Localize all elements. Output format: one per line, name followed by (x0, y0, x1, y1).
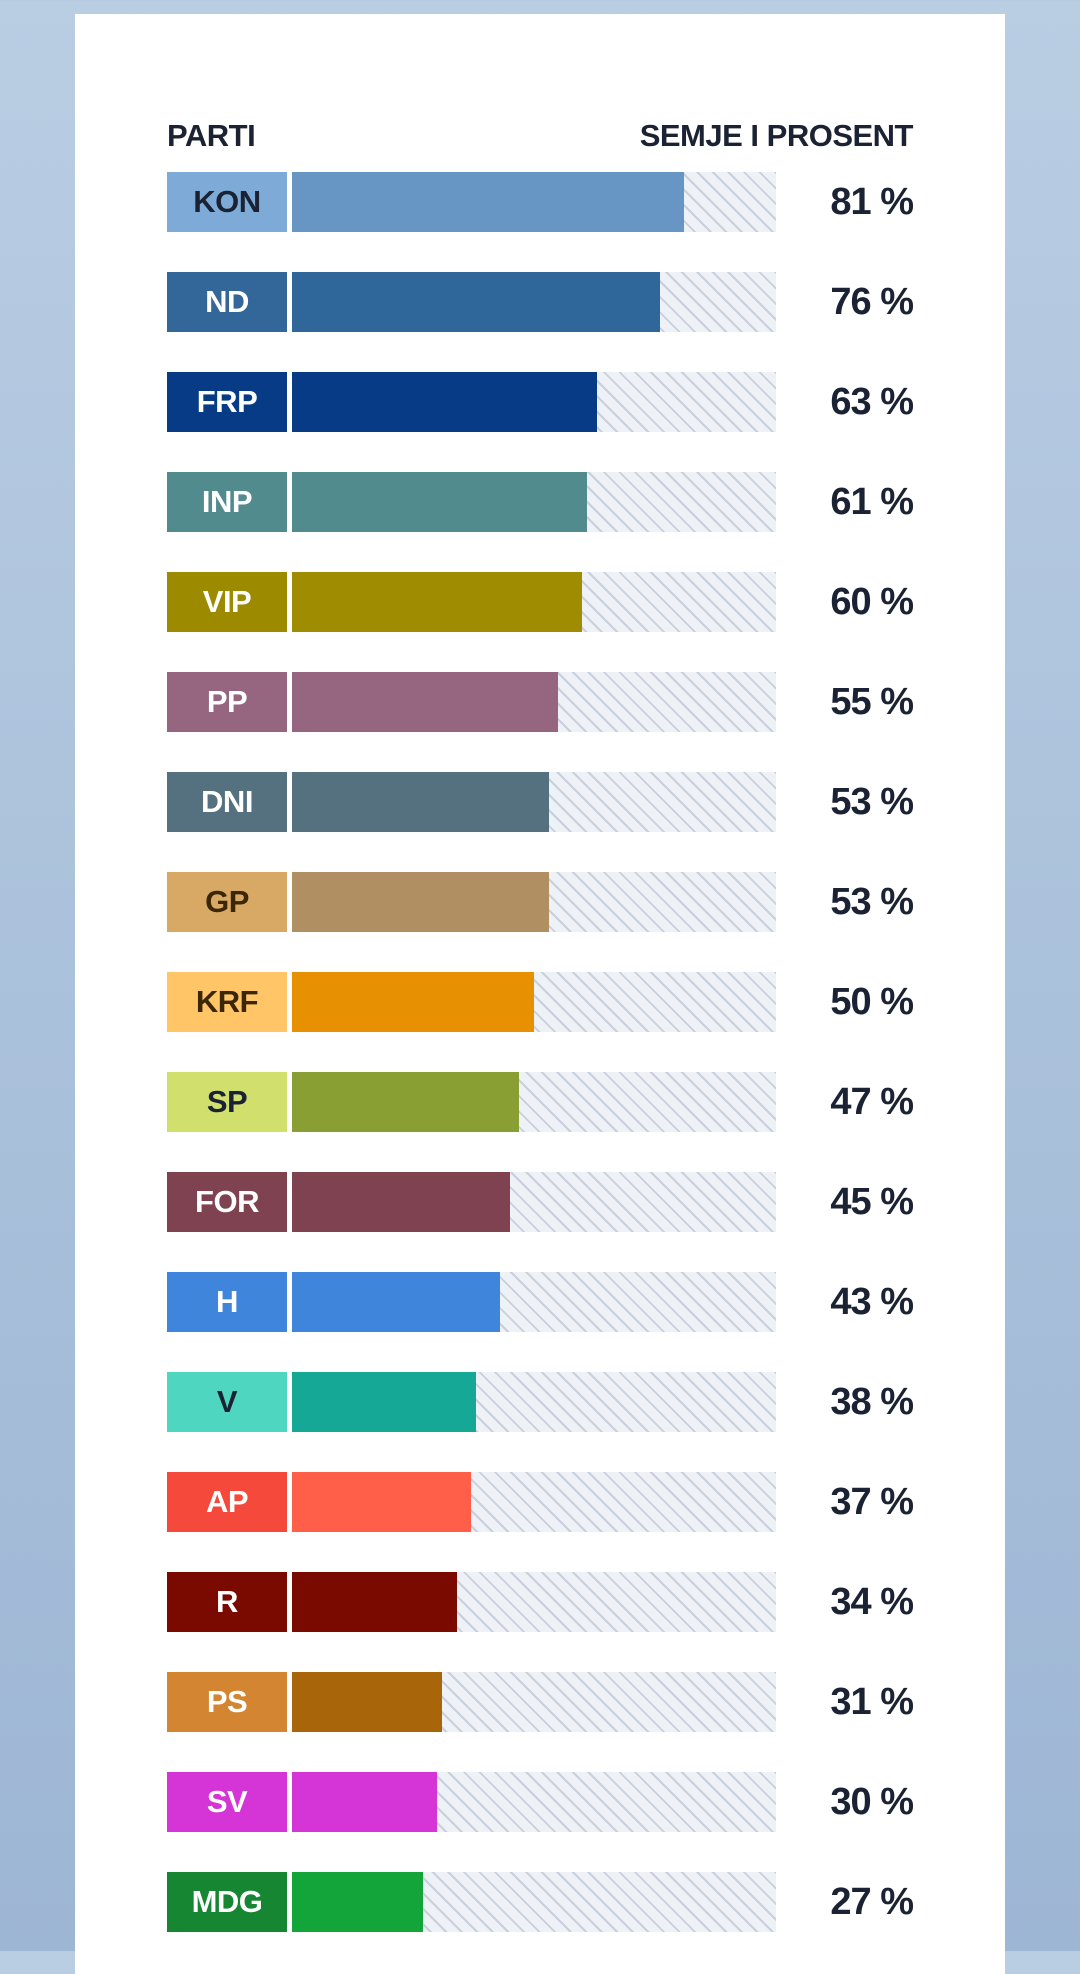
bar-row: MDG 27 % (167, 1872, 914, 1932)
bar-track (292, 1472, 776, 1532)
header-party-label: PARTI (167, 118, 256, 153)
percent-label: 50 % (830, 980, 914, 1023)
bar-track (292, 1772, 776, 1832)
bar (292, 1072, 519, 1132)
party-tag: PP (167, 672, 287, 732)
bar (292, 672, 558, 732)
party-tag: FOR (167, 1172, 287, 1232)
party-tag: ND (167, 272, 287, 332)
bar-track (292, 1372, 776, 1432)
percent-label: 81 % (830, 180, 914, 223)
bar-track (292, 172, 776, 232)
party-tag: SP (167, 1072, 287, 1132)
percent-label: 27 % (830, 1880, 914, 1923)
party-tag: KON (167, 172, 287, 232)
percent-label: 43 % (830, 1280, 914, 1323)
bar-row: KRF 50 % (167, 972, 914, 1032)
chart-card: PARTI SEMJE I PROSENT KON 81 % ND 76 % FRP 63… (75, 14, 1005, 1974)
bar-track (292, 572, 776, 632)
party-tag: SV (167, 1772, 287, 1832)
bar-track (292, 1072, 776, 1132)
header-percent-label: SEMJE I PROSENT (639, 118, 914, 153)
bar (292, 972, 534, 1032)
bar-row: INP 61 % (167, 472, 914, 532)
bar (292, 772, 549, 832)
party-tag: VIP (167, 572, 287, 632)
bar-track (292, 1172, 776, 1232)
bar (292, 1772, 437, 1832)
percent-label: 31 % (830, 1680, 914, 1723)
party-tag: MDG (167, 1872, 287, 1932)
bar (292, 872, 549, 932)
party-tag: FRP (167, 372, 287, 432)
bar-track (292, 772, 776, 832)
bar-row: KON 81 % (167, 172, 914, 232)
bar-track (292, 472, 776, 532)
bar (292, 1172, 510, 1232)
percent-label: 45 % (830, 1180, 914, 1223)
bar-track (292, 372, 776, 432)
percent-label: 60 % (830, 580, 914, 623)
bar (292, 1672, 442, 1732)
percent-label: 61 % (830, 480, 914, 523)
bar-row: ND 76 % (167, 272, 914, 332)
bar-row: PS 31 % (167, 1672, 914, 1732)
party-tag: KRF (167, 972, 287, 1032)
percent-label: 76 % (830, 280, 914, 323)
bar (292, 572, 582, 632)
bar-row: DNI 53 % (167, 772, 914, 832)
percent-label: 63 % (830, 380, 914, 423)
bar-row: PP 55 % (167, 672, 914, 732)
bar-row: H 43 % (167, 1272, 914, 1332)
percent-label: 38 % (830, 1380, 914, 1423)
percent-label: 55 % (830, 680, 914, 723)
bar (292, 1872, 423, 1932)
bar-row: VIP 60 % (167, 572, 914, 632)
bar-row: FRP 63 % (167, 372, 914, 432)
party-tag: GP (167, 872, 287, 932)
bar (292, 372, 597, 432)
bar-row: SP 47 % (167, 1072, 914, 1132)
bar (292, 1472, 471, 1532)
bar (292, 1372, 476, 1432)
party-tag: V (167, 1372, 287, 1432)
bar-track (292, 1672, 776, 1732)
party-tag: INP (167, 472, 287, 532)
bar-track (292, 1272, 776, 1332)
bar (292, 272, 660, 332)
party-tag: H (167, 1272, 287, 1332)
bar-row: AP 37 % (167, 1472, 914, 1532)
bar (292, 1272, 500, 1332)
bar-track (292, 672, 776, 732)
bar-track (292, 872, 776, 932)
party-tag: DNI (167, 772, 287, 832)
party-tag: PS (167, 1672, 287, 1732)
percent-label: 37 % (830, 1480, 914, 1523)
percent-label: 34 % (830, 1580, 914, 1623)
bar-row: V 38 % (167, 1372, 914, 1432)
percent-label: 53 % (830, 780, 914, 823)
bar (292, 172, 684, 232)
percent-label: 30 % (830, 1780, 914, 1823)
bar-row: GP 53 % (167, 872, 914, 932)
bar (292, 1572, 457, 1632)
bar-track (292, 972, 776, 1032)
bar-track (292, 272, 776, 332)
party-tag: AP (167, 1472, 287, 1532)
bar-track (292, 1572, 776, 1632)
party-tag: R (167, 1572, 287, 1632)
percent-label: 53 % (830, 880, 914, 923)
bar-track (292, 1872, 776, 1932)
bar-row: R 34 % (167, 1572, 914, 1632)
bar-row: FOR 45 % (167, 1172, 914, 1232)
bar (292, 472, 587, 532)
bar-row: SV 30 % (167, 1772, 914, 1832)
percent-label: 47 % (830, 1080, 914, 1123)
